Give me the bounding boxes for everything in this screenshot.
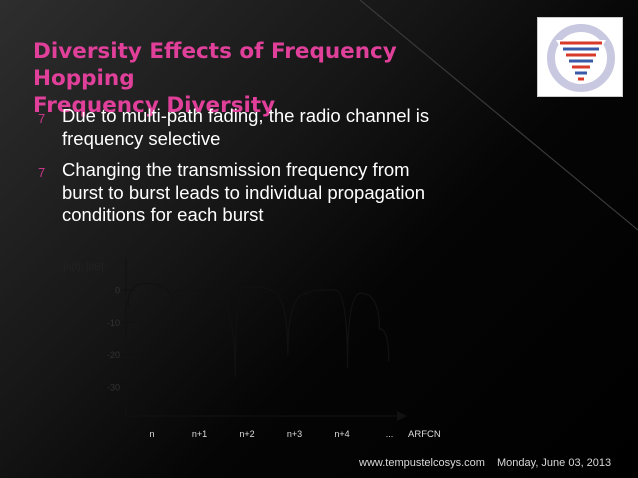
x-axis-arrow [397, 411, 407, 421]
bullet-item: 7 Due to multi-path fading, the radio ch… [38, 105, 438, 150]
title-line-2: Frequency Diversity [33, 93, 276, 118]
title-line-1: Diversity Effects of Frequency Hopping [33, 39, 397, 91]
footer-date: Monday, June 03, 2013 [497, 457, 612, 469]
y-tick-label: -20 [107, 350, 120, 360]
x-tick-label: n+2 [239, 429, 254, 439]
bullet-marker: 7 [38, 111, 46, 126]
bullet-list: 7 Due to multi-path fading, the radio ch… [38, 105, 438, 236]
y-tick-label: -30 [107, 382, 120, 392]
company-logo [537, 17, 623, 97]
x-tick-label: n [149, 429, 154, 439]
x-tick-label: n+3 [287, 429, 302, 439]
x-tick-label: n+4 [334, 429, 349, 439]
x-tick-label: ... [386, 429, 394, 439]
frequency-response-chart: |h(f)| [dB] 0-10-20-30 n n+1 n+2 n+3 n+4... … [63, 258, 441, 440]
bullet-marker: 7 [38, 165, 46, 180]
slide-title: Diversity Effects of Frequency Hopping F… [33, 38, 503, 119]
bullet-item: 7 Changing the transmission frequency fr… [38, 159, 438, 227]
bullet-text: Due to multi-path fading, the radio chan… [62, 105, 430, 149]
channel-response-curve [127, 282, 390, 378]
y-tick-label: -10 [107, 318, 120, 328]
x-axis-label: ARFCN [408, 429, 441, 440]
x-tick-label: n+1 [192, 429, 207, 439]
bullet-text: Changing the transmission frequency from… [62, 159, 426, 225]
y-tick-label: 0 [115, 286, 120, 296]
y-axis-label: |h(f)| [dB] [63, 262, 104, 273]
footer-url: www.tempustelcosys.com [359, 457, 485, 469]
